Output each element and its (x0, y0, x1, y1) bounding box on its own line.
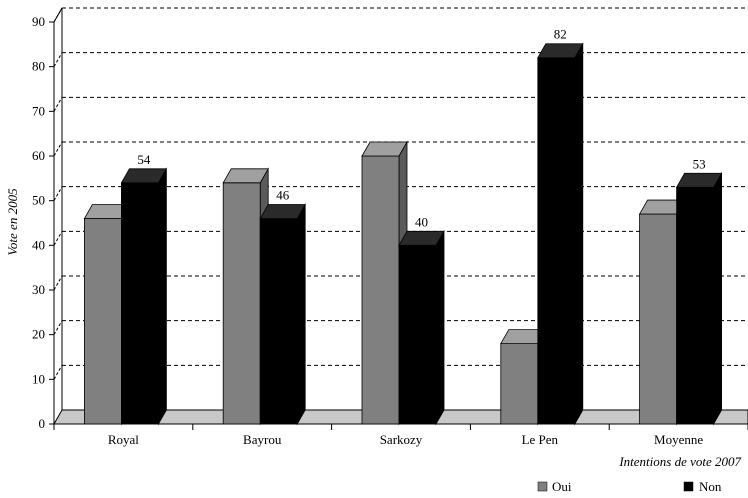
bar-front (121, 182, 159, 425)
data-labels: 54 46 40 82 53 (137, 27, 705, 230)
x-tick-label: Bayrou (243, 432, 282, 447)
bar-top (398, 230, 445, 246)
bar-top (537, 43, 584, 59)
bar-front (259, 218, 298, 425)
x-axis-title: Intentions de vote 2007 (618, 454, 741, 469)
x-tick-label: Royal (108, 432, 139, 447)
bar-top (120, 168, 168, 184)
y-tick-label: 20 (32, 327, 45, 342)
gridline-depth (53, 141, 63, 157)
bar-top (259, 204, 306, 219)
bar-front (676, 186, 714, 425)
bar-non-moyenne (675, 171, 723, 426)
bar-front (84, 218, 122, 425)
gridline-depth (53, 52, 63, 67)
data-label: 40 (415, 214, 428, 229)
bar-top (675, 172, 723, 188)
y-axis-title: Vote en 2005 (5, 188, 20, 256)
bar-non-bayrou (259, 203, 306, 426)
y-tick-label: 90 (32, 14, 45, 29)
bar-non-le-pen (537, 42, 584, 426)
bar-side (574, 42, 584, 426)
bar-front (500, 343, 539, 425)
bar-side (296, 203, 306, 426)
axes: 0 10 20 30 40 50 60 70 80 90 Royal Bayrou Sarkozy Le … (32, 7, 748, 447)
y-tick-label: 0 (39, 416, 46, 431)
bar-side (157, 167, 167, 426)
gridline-depth (53, 275, 63, 291)
gridline-depth (53, 186, 63, 201)
legend-swatch-non (683, 481, 694, 492)
data-label: 46 (276, 188, 290, 203)
bar-front (361, 155, 400, 425)
bar-non-sarkozy (398, 229, 445, 426)
y-tick-label: 30 (32, 282, 45, 297)
x-tick-label: Sarkozy (380, 432, 423, 447)
legend: Oui Non (537, 479, 722, 494)
bar-top (222, 168, 269, 184)
bar-top (361, 141, 408, 157)
data-label: 82 (554, 27, 567, 42)
bar-side (713, 171, 722, 426)
legend-label-non: Non (699, 479, 722, 494)
bars (83, 42, 723, 426)
gridline-depth (53, 97, 63, 112)
gridline-depth (53, 231, 63, 246)
x-tick-label: Le Pen (522, 432, 559, 447)
legend-swatch-oui (537, 481, 548, 492)
legend-label-oui: Oui (552, 479, 572, 494)
y-tick-label: 10 (32, 371, 45, 386)
data-label: 53 (693, 156, 706, 171)
y-tick-label: 50 (32, 193, 45, 208)
bar-side (435, 229, 445, 426)
y-tick-label: 60 (32, 148, 45, 163)
y-tick-label: 80 (32, 59, 45, 74)
data-label: 54 (137, 152, 151, 167)
bar-front (222, 182, 261, 425)
x-tick-label: Moyenne (654, 432, 703, 447)
y-tick-label: 40 (32, 237, 45, 252)
bar-front (537, 57, 576, 425)
bar-non-royal (120, 167, 168, 426)
gridline-depth (53, 320, 63, 335)
y-axis-top (53, 7, 63, 23)
y-tick-label: 70 (32, 103, 45, 118)
bar-front (639, 213, 677, 425)
gridline-depth (53, 365, 63, 380)
bar-front (398, 244, 437, 425)
